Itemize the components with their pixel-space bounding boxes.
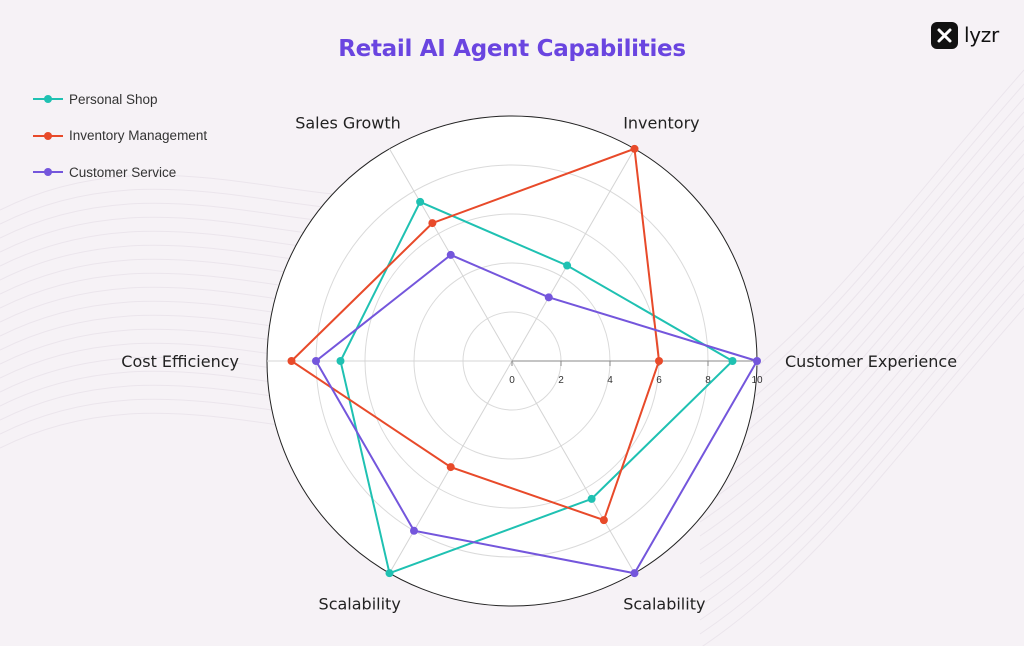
series-point-2 (630, 569, 639, 578)
wave-line (699, 153, 1024, 495)
series-point-1 (428, 219, 437, 228)
chart-title: Retail AI Agent Capabilities (338, 36, 686, 62)
legend-item-personal-shop[interactable]: Personal Shop (33, 89, 207, 109)
wave-line (699, 167, 1024, 509)
radial-tick-label: 4 (607, 375, 613, 386)
radial-tick-label: 10 (751, 375, 763, 386)
radar-spoke (511, 360, 635, 574)
series-point-1 (630, 144, 639, 153)
wave-line (699, 223, 1024, 565)
axis-label: Sales Growth (295, 113, 401, 132)
wave-line (699, 293, 1024, 635)
series-point-1 (655, 357, 663, 365)
axis-label: Cost Efficiency (121, 352, 239, 371)
brand-logo: lyzr (931, 21, 999, 49)
series-point-1 (446, 463, 455, 472)
legend-dot (44, 168, 52, 176)
chart-legend: Personal Shop Inventory Management Custo… (33, 89, 207, 199)
legend-item-inventory-management[interactable]: Inventory Management (33, 126, 207, 146)
legend-dot (44, 131, 52, 140)
series-point-2 (446, 250, 455, 259)
series-point-0 (728, 357, 737, 365)
series-point-0 (587, 494, 596, 503)
wave-line (699, 265, 1024, 607)
legend-item-customer-service[interactable]: Customer Service (33, 162, 207, 182)
series-point-0 (385, 569, 394, 578)
axis-label: Scalability (319, 595, 401, 614)
series-point-1 (287, 357, 296, 365)
series-point-0 (416, 197, 425, 206)
axis-label: Customer Experience (785, 352, 957, 371)
axis-label: Inventory (623, 113, 699, 132)
wave-line (699, 251, 1024, 593)
radial-tick-label: 8 (705, 375, 711, 386)
legend-swatch-icon (33, 131, 63, 141)
wave-line (699, 209, 1024, 551)
brand-name: lyzr (964, 23, 999, 47)
wave-line (699, 139, 1024, 481)
wave-line (699, 181, 1024, 523)
series-point-1 (599, 516, 608, 525)
radial-tick-label: 6 (656, 375, 662, 386)
lyzr-logo-icon (931, 21, 958, 49)
wave-line (699, 237, 1024, 579)
series-point-0 (336, 357, 345, 365)
radial-tick-label: 0 (509, 375, 515, 386)
wave-line (699, 279, 1024, 621)
legend-label: Inventory Management (69, 128, 208, 143)
series-point-2 (312, 357, 320, 365)
series-point-2 (753, 357, 761, 365)
wave-line (702, 307, 1024, 646)
series-point-0 (563, 261, 572, 270)
legend-swatch-icon (33, 167, 63, 177)
legend-label: Customer Service (69, 164, 177, 180)
legend-dot (44, 95, 52, 103)
radial-tick-label: 2 (558, 375, 564, 386)
series-point-2 (544, 293, 553, 302)
series-point-2 (410, 526, 418, 535)
axis-label: Scalability (623, 595, 705, 614)
legend-swatch-icon (33, 94, 63, 104)
legend-label: Personal Shop (69, 91, 158, 107)
radar-spoke (511, 148, 635, 362)
wave-line (699, 195, 1024, 537)
